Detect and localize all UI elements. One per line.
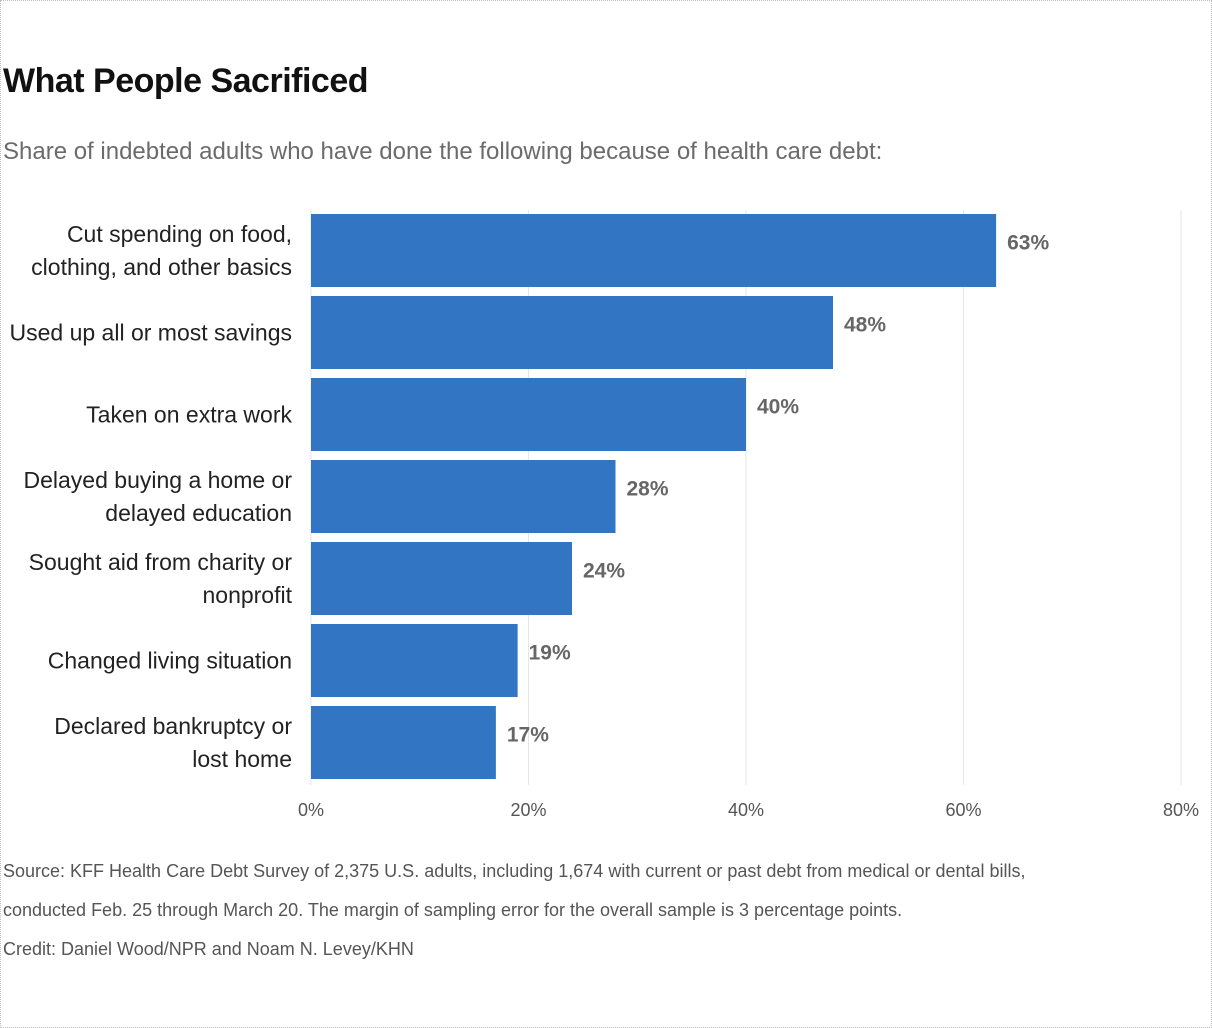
category-label-line: lost home [192,746,292,772]
category-label-line: clothing, and other basics [31,254,292,280]
category-labels: Cut spending on food, clothing, and other… [9,221,292,772]
category-label-line: Delayed buying a home or [24,467,293,493]
value-label: 19% [529,642,571,665]
category-label-line: Cut spending on food, [67,221,292,247]
value-label: 40% [757,396,799,419]
value-label: 48% [844,314,886,337]
category-label: Taken on extra work [86,402,292,428]
category-label: Declared bankruptcy or lost home [54,713,292,772]
category-label: Cut spending on food, clothing, and other… [31,221,292,280]
value-label: 63% [1007,232,1049,255]
x-tick-label: 0% [298,800,324,820]
category-label-line: Changed living situation [48,648,292,674]
category-label-line: Taken on extra work [86,402,292,428]
source-note-continued: conducted Feb. 25 through March 20. The … [3,900,903,920]
x-tick-label: 80% [1163,800,1199,820]
bars [311,214,997,779]
category-label: Sought aid from charity or nonprofit [29,549,293,608]
value-label: 24% [583,560,625,583]
category-label: Changed living situation [48,648,292,674]
category-label-line: Sought aid from charity or [29,549,293,575]
x-axis-ticks: 0% 20% 40% 60% 80% [298,800,1199,820]
source-note: Source: KFF Health Care Debt Survey of 2… [3,861,1026,881]
bar [311,706,496,779]
chart-subtitle: Share of indebted adults who have done t… [3,138,883,165]
x-tick-label: 60% [945,800,981,820]
chart-title: What People Sacrificed [3,62,369,100]
bar [311,296,833,369]
bar [311,624,518,697]
bar [311,460,616,533]
value-label: 28% [627,478,669,501]
credit-note: Credit: Daniel Wood/NPR and Noam N. Leve… [3,939,414,959]
bar [311,378,746,451]
category-label-line: Declared bankruptcy or [54,713,292,739]
x-tick-label: 20% [510,800,546,820]
bar-chart: Cut spending on food, clothing, and other… [9,210,1199,820]
bar [311,214,997,287]
x-tick-label: 40% [728,800,764,820]
value-label: 17% [507,724,549,747]
category-label: Used up all or most savings [9,320,292,346]
category-label: Delayed buying a home or delayed educatio… [24,467,293,526]
category-label-line: delayed education [105,500,292,526]
category-label-line: Used up all or most savings [9,320,292,346]
bar [311,542,572,615]
value-labels: 63% 48% 40% 28% 24% 19% 17% [507,232,1050,747]
category-label-line: nonprofit [202,582,292,608]
